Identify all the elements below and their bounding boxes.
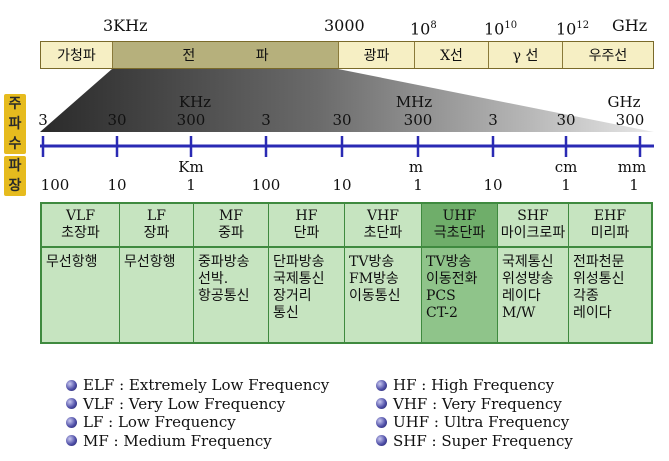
band-cosmic: 우주선 [563,42,653,68]
band-uses: 중파방송 선박. 항공통신 [198,254,250,304]
freq-tick: 300 [176,111,206,129]
band-xray: X선 [415,42,489,68]
freq-tick: 3 [261,111,271,129]
freq-unit-khz: KHz [178,93,212,111]
wave-tick: 10 [332,176,352,194]
bullet-icon [376,379,387,391]
wave-tick: 1 [629,176,639,194]
band-uses: TV방송 이동전화 PCS CT-2 [426,254,478,321]
band-column-vhf: VHF 초단파 TV방송 FM방송 이동통신 [345,204,422,342]
band-header: VHF 초단파 [345,204,421,248]
band-uses: 전파천문 위성통신 각종 레이다 [573,254,625,321]
freq-unit-ghz: GHz [607,93,641,111]
band-uses: 단파방송 국제통신 장거리 통신 [273,254,325,321]
band-header: UHF 극초단파 [422,204,497,248]
bullet-icon [376,435,387,447]
freq-tick: 3 [488,111,498,129]
legend-right: HF : High Frequency VHF : Very Frequency… [376,376,573,450]
band-column-ehf: EHF 미리파 전파천문 위성통신 각종 레이다 [569,204,651,342]
wavelength-side-label: 파 장 [4,156,26,196]
freq-tick: 30 [107,111,127,129]
freq-tick: 3 [38,111,48,129]
band-table: VLF 초장파 무선항행 LF 장파 무선항행 MF 중파 중파방송 선박. 항공통신 H… [40,202,653,344]
axis-ticks [41,136,642,157]
bullet-icon [66,416,77,428]
band-radio: 전 파 [113,42,339,68]
band-uses: TV방송 FM방송 이동통신 [349,254,401,304]
bullet-icon [66,398,77,410]
wave-tick: 1 [186,176,196,194]
band-uses: 국제통신 위성방송 레이다 M/W [502,254,554,321]
bullet-icon [376,416,387,428]
wave-unit-cm: cm [554,158,578,176]
band-audio: 가청파 [41,42,113,68]
band-uses: 무선항행 [124,254,176,270]
freq-tick: 300 [615,111,645,129]
band-column-hf: HF 단파 단파방송 국제통신 장거리 통신 [269,204,345,342]
legend-item: LF : Low Frequency [66,413,329,432]
wave-tick: 1 [561,176,571,194]
band-gamma: γ 선 [489,42,563,68]
funnel-shape [40,69,654,132]
wave-tick: 10 [107,176,127,194]
band-header: VLF 초장파 [42,204,119,248]
band-header: MF 중파 [194,204,268,248]
band-uses: 무선항행 [46,254,98,270]
top-label-3000: 3000 [324,16,365,35]
wave-unit-m: m [408,158,424,176]
band-light: 광파 [339,42,415,68]
band-column-uhf: UHF 극초단파 TV방송 이동전화 PCS CT-2 [422,204,498,342]
legend-left: ELF : Extremely Low Frequency VLF : Very… [66,376,329,450]
top-label-3khz: 3KHz [103,16,148,35]
band-header: HF 단파 [269,204,344,248]
legend-item: HF : High Frequency [376,376,573,395]
top-label-ghz: GHz [612,16,648,35]
freq-tick: 30 [556,111,576,129]
bullet-icon [66,435,77,447]
frequency-side-label: 주 파 수 [4,94,26,154]
legend-item: UHF : Ultra Frequency [376,413,573,432]
band-column-shf: SHF 마이크로파 국제통신 위성방송 레이다 M/W [498,204,569,342]
top-label-10e12: 1012 [556,19,590,39]
bullet-icon [376,398,387,410]
legend-item: MF : Medium Frequency [66,432,329,451]
band-column-lf: LF 장파 무선항행 [120,204,194,342]
wave-unit-km: Km [178,158,204,176]
legend-item: VHF : Very Frequency [376,395,573,414]
spectrum-band-bar: 가청파 전 파 광파 X선 γ 선 우주선 [40,41,654,69]
wave-tick: 10 [483,176,503,194]
top-label-10e8: 108 [410,19,437,39]
band-column-mf: MF 중파 중파방송 선박. 항공통신 [194,204,269,342]
legend-item: ELF : Extremely Low Frequency [66,376,329,395]
wave-unit-mm: mm [617,158,647,176]
freq-unit-mhz: MHz [395,93,433,111]
wave-tick: 1 [413,176,423,194]
band-header: EHF 미리파 [569,204,651,248]
wave-tick: 100 [40,176,70,194]
freq-tick: 300 [403,111,433,129]
freq-tick: 30 [332,111,352,129]
bullet-icon [66,379,77,391]
band-header: SHF 마이크로파 [498,204,568,248]
band-header: LF 장파 [120,204,193,248]
top-label-10e10: 1010 [484,19,518,39]
legend-item: SHF : Super Frequency [376,432,573,451]
band-column-vlf: VLF 초장파 무선항행 [42,204,120,342]
legend-item: VLF : Very Low Frequency [66,395,329,414]
wave-tick: 100 [251,176,281,194]
